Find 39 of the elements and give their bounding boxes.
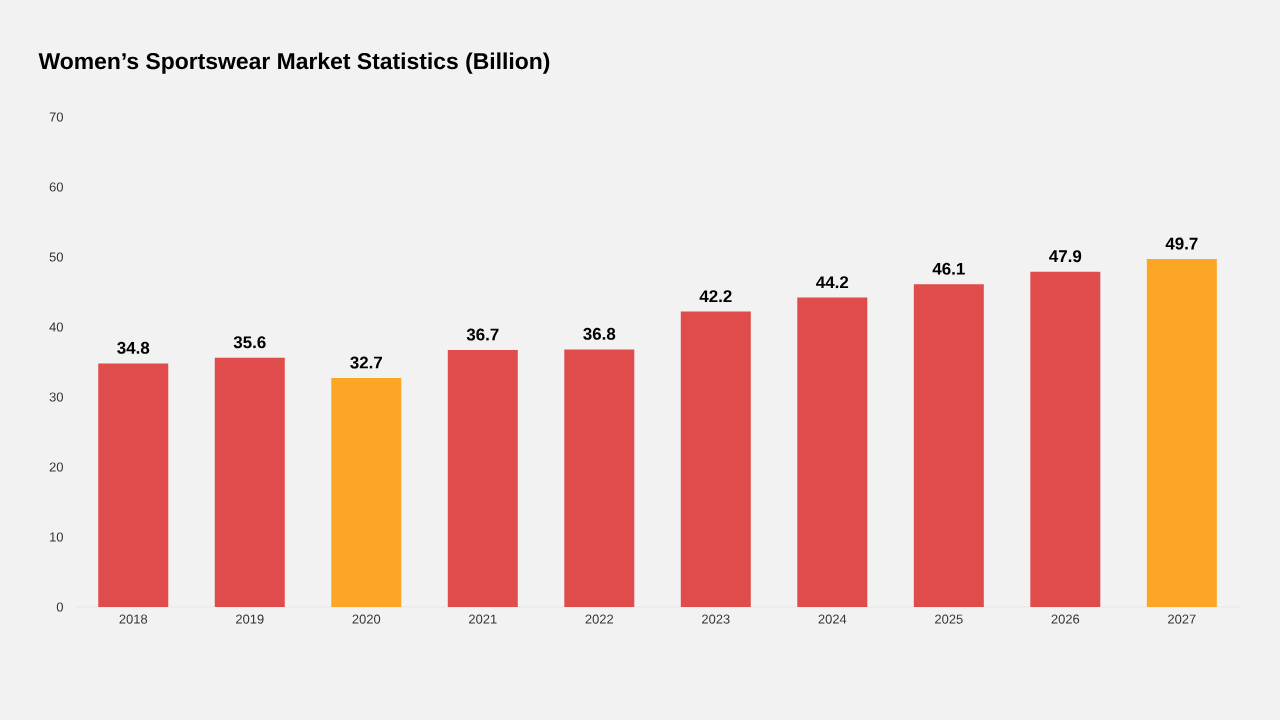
data-label: 42.2 (699, 290, 732, 303)
y-tick-label: 0 (56, 602, 63, 612)
data-label: 47.9 (1049, 250, 1082, 263)
bar (797, 297, 868, 607)
x-tick-label: 2022 (585, 614, 614, 624)
data-label: 49.7 (1165, 237, 1198, 250)
bar (331, 378, 402, 607)
y-tick-label: 70 (49, 112, 63, 122)
data-label: 35.6 (233, 336, 266, 349)
data-label: 46.1 (932, 262, 965, 275)
bar (98, 363, 169, 607)
data-label: 34.8 (117, 341, 150, 354)
chart-title: Women’s Sportswear Market Statistics (Billion) (38, 52, 550, 74)
x-tick-label: 2024 (818, 614, 847, 624)
y-tick-label: 30 (49, 392, 63, 402)
x-tick-label: 2025 (935, 614, 963, 624)
y-tick-label: 10 (50, 532, 63, 542)
bar (214, 357, 285, 607)
y-tick-label: 40 (49, 322, 63, 332)
x-tick-label: 2023 (702, 614, 730, 624)
x-tick-label: 2021 (469, 614, 497, 624)
y-tick-label: 20 (49, 462, 63, 472)
data-label: 32.7 (350, 356, 383, 369)
bar (447, 350, 518, 607)
data-label: 36.8 (583, 327, 616, 340)
bar (564, 349, 635, 607)
data-label: 36.7 (466, 328, 499, 341)
y-tick-label: 50 (49, 252, 63, 262)
y-tick-label: 60 (49, 182, 63, 192)
data-label: 44.2 (816, 276, 849, 289)
x-tick-label: 2027 (1168, 614, 1196, 624)
x-tick-label: 2019 (236, 614, 264, 624)
bar (1030, 271, 1101, 607)
x-tick-label: 2026 (1051, 614, 1080, 624)
bar (913, 284, 984, 607)
bar (680, 311, 751, 607)
x-tick-label: 2020 (352, 614, 381, 624)
bar (1146, 259, 1217, 607)
x-tick-label: 2018 (119, 614, 148, 624)
